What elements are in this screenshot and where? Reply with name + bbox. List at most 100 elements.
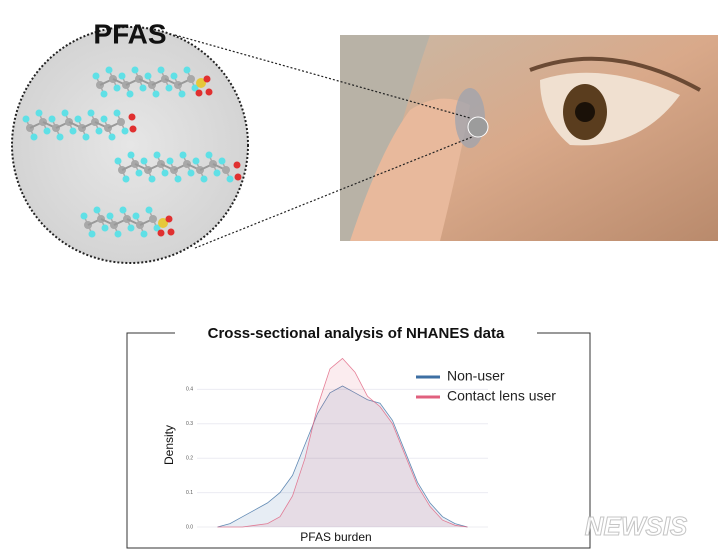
fluorine [153, 224, 161, 232]
fluorine [43, 127, 51, 135]
chart-frame [126, 332, 591, 549]
fluorine [122, 175, 130, 183]
fluorine [191, 84, 199, 92]
fluorine [187, 169, 195, 177]
chart-title: Cross-sectional analysis of NHANES data [208, 325, 505, 342]
y-tick-label: 0.1 [186, 490, 193, 496]
density-area [217, 386, 468, 527]
fluorine [213, 169, 221, 177]
fluorine [127, 151, 135, 159]
carbon [117, 118, 125, 126]
fluorine [93, 206, 101, 214]
oxygen [129, 125, 137, 133]
fluorine [131, 66, 139, 74]
fluorine [114, 157, 122, 165]
fluorine [100, 115, 108, 123]
fluorine [95, 127, 103, 135]
y-tick-label: 0.0 [186, 524, 193, 530]
fluorine [105, 66, 113, 74]
density-area [217, 358, 468, 527]
oxygen [128, 113, 136, 121]
oxygen [234, 173, 242, 181]
oxygen [195, 89, 203, 97]
fluorine [148, 175, 156, 183]
legend-label: Contact lens user [447, 388, 556, 404]
fluorine [87, 109, 95, 117]
oxygen [205, 88, 213, 96]
fluorine [74, 115, 82, 123]
plot: 0.0 0.1 0.2 0.3 0.4 Non-user Contact lens user [186, 357, 556, 530]
fluorine [170, 72, 178, 80]
oxygen [167, 228, 175, 236]
fluorine [183, 66, 191, 74]
fluorine [226, 175, 234, 183]
fluorine [80, 212, 88, 220]
fluorine [140, 230, 148, 238]
fluorine [35, 109, 43, 117]
fluorine [153, 151, 161, 159]
y-tick-label: 0.2 [186, 456, 193, 462]
oxygen [203, 75, 211, 83]
oxygen [157, 229, 165, 237]
density-line [217, 385, 468, 528]
photo [340, 35, 718, 241]
fluorine [22, 115, 30, 123]
fluorine [48, 115, 56, 123]
pfas-label: PFAS [93, 18, 166, 49]
fluorine [178, 90, 186, 98]
fluorine [145, 206, 153, 214]
y-tick-label: 0.4 [186, 387, 193, 393]
oxygen [233, 161, 241, 169]
fluorine [166, 157, 174, 165]
fluorine [135, 169, 143, 177]
fluorine [69, 127, 77, 135]
fluorine [132, 212, 140, 220]
fluorine [152, 90, 160, 98]
fluorine [30, 133, 38, 141]
zoom-line [174, 34, 471, 119]
y-tick-label: 0.3 [186, 421, 193, 427]
fluorine [82, 133, 90, 141]
watermark: NEWSIS [585, 511, 688, 541]
fluorine [114, 230, 122, 238]
fluorine [101, 224, 109, 232]
fluorine [88, 230, 96, 238]
fluorine [118, 72, 126, 80]
fluorine [61, 109, 69, 117]
carbon [187, 75, 195, 83]
fluorine [144, 72, 152, 80]
fluorine [113, 84, 121, 92]
oxygen [165, 215, 173, 223]
carbon [149, 215, 157, 223]
legend-label: Non-user [447, 368, 505, 384]
fluorine [119, 206, 127, 214]
fluorine [165, 84, 173, 92]
x-axis-label: PFAS burden [300, 530, 371, 544]
fluorine [161, 169, 169, 177]
sulfur [196, 78, 206, 88]
zoom-circle [11, 26, 249, 264]
density-line [217, 357, 468, 528]
fluorine [200, 175, 208, 183]
fluorine [174, 175, 182, 183]
fluorine [100, 90, 108, 98]
fluorine [139, 84, 147, 92]
fluorine [113, 109, 121, 117]
fluorine [106, 212, 114, 220]
molecules [22, 66, 242, 238]
carbon [222, 166, 230, 174]
fluorine [157, 66, 165, 74]
zoom-line [194, 136, 473, 249]
fluorine [56, 133, 64, 141]
fluorine [192, 157, 200, 165]
fluorine [179, 151, 187, 159]
fluorine [127, 224, 135, 232]
fluorine [121, 127, 129, 135]
sulfur [158, 218, 168, 228]
fluorine [126, 90, 134, 98]
fluorine [140, 157, 148, 165]
fluorine [205, 151, 213, 159]
fluorine [108, 133, 116, 141]
fluorine [218, 157, 226, 165]
